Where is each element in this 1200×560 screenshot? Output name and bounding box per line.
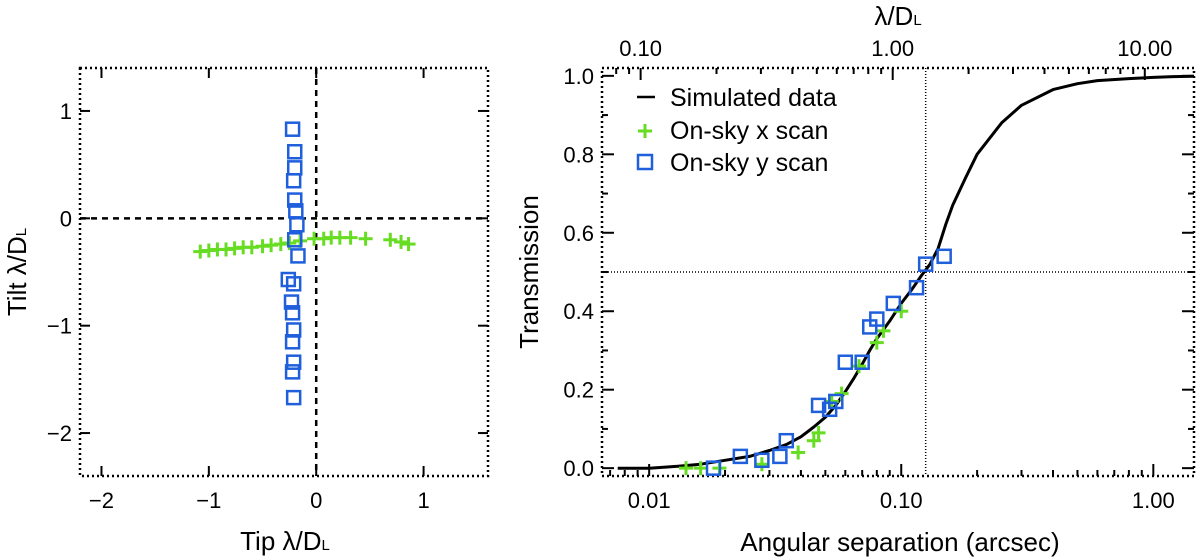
y-scan-point: [810, 397, 827, 414]
y-scan-point: [284, 305, 301, 321]
y-scan-point: [290, 248, 306, 264]
y-scan-point: [885, 295, 902, 312]
angular-separation-axis-title: Angular separation (arcsec): [740, 527, 1059, 557]
x-scan-point: [358, 231, 373, 246]
x-scan-point: [383, 232, 398, 247]
x-scan-point: [401, 237, 416, 252]
y-scan-point: [778, 432, 795, 449]
y-scan-point: [869, 311, 885, 327]
x-scan-point: [394, 234, 409, 249]
tilt-tick-label: −1: [47, 314, 72, 339]
transmission-tick-label: 0.8: [563, 142, 594, 167]
legend: Simulated data On-sky x scan On-sky y sc…: [636, 84, 837, 177]
x-scan-point: [754, 457, 769, 472]
transmission-tick-label: 0.2: [563, 378, 594, 403]
tip-tick-label: −1: [196, 488, 221, 513]
tilt-axis-title: Tilt λ/DL: [2, 228, 32, 316]
y-scan-point: [285, 172, 302, 189]
y-scan-point: [286, 143, 303, 160]
y-scan-point: [754, 452, 770, 469]
separation-tick-label: 0.10: [880, 488, 923, 513]
y-scan-point: [285, 354, 302, 370]
lambda-over-d-top-axis-title: λ/DL: [874, 1, 921, 31]
y-scan-point: [828, 393, 844, 410]
x-scan-point: [852, 359, 867, 374]
tilt-tick-label: 1: [60, 99, 72, 124]
legend-plus-marker: [638, 124, 652, 138]
y-scan-point: [936, 248, 952, 265]
transmission-tick-label: 0.4: [563, 299, 594, 324]
transmission-axis-title: Transmission: [514, 195, 544, 349]
transmission-tick-label: 1.0: [563, 64, 594, 89]
y-scan-point: [908, 279, 925, 296]
x-scan-point: [791, 445, 806, 460]
lambda-tick-label: 1.00: [871, 36, 914, 61]
legend-label-simulated: Simulated data: [670, 84, 837, 112]
y-scan-point: [705, 460, 722, 476]
y-scan-point: [284, 121, 301, 137]
y-scan-point: [286, 160, 303, 176]
y-scan-point: [284, 334, 301, 350]
y-scan-point: [772, 448, 788, 465]
tip-tick-label: −2: [89, 488, 114, 513]
tip-tilt-plot: −2 −1 0 1 −2 −1 0 1 Tip λ/DL Tilt λ/DL: [2, 66, 490, 556]
separation-tick-label: 0.01: [628, 488, 671, 513]
tip-axis-title: Tip λ/DL: [240, 526, 330, 556]
y-scan-point: [285, 389, 302, 406]
x-scan-point: [824, 394, 839, 409]
y-scan-point: [284, 364, 301, 380]
lambda-tick-label: 10.00: [1117, 36, 1172, 61]
y-scan-point: [732, 448, 749, 465]
transmission-plot: 0.01 0.10 1.00 0.10 1.00 10.00 0.0 0.2 0.4 0.6 0.8…: [514, 1, 1196, 557]
x-scan-point: [894, 304, 909, 319]
y-scan-point: [854, 354, 870, 370]
tilt-tick-label: −2: [47, 421, 72, 446]
x-scan-point: [806, 433, 821, 448]
x-scan-point: [693, 461, 708, 476]
y-scan-point: [837, 354, 854, 370]
y-scan-point: [286, 232, 303, 248]
legend-square-marker: [636, 153, 654, 171]
lambda-tick-label: 0.10: [619, 36, 662, 61]
separation-tick-label: 1.00: [1132, 488, 1175, 513]
tilt-tick-label: 0: [60, 206, 72, 231]
x-scan-point: [869, 335, 884, 350]
y-scan-point: [285, 276, 302, 292]
x-scan-point: [811, 425, 826, 440]
tip-tilt-plot-frame: [78, 66, 490, 478]
tip-tick-label: 0: [310, 488, 322, 513]
transmission-tick-label: 0.6: [563, 221, 594, 246]
legend-label-y-scan: On-sky y scan: [670, 149, 828, 177]
x-scan-point: [678, 461, 693, 476]
y-scan-point: [917, 256, 934, 272]
x-scan-point: [343, 230, 358, 245]
y-scan-point: [283, 294, 300, 310]
tip-tick-label: 1: [417, 488, 429, 513]
legend-label-x-scan: On-sky x scan: [670, 117, 828, 145]
y-scan-point: [286, 192, 303, 208]
y-scan-point: [289, 217, 305, 233]
transmission-tick-label: 0.0: [563, 456, 594, 481]
